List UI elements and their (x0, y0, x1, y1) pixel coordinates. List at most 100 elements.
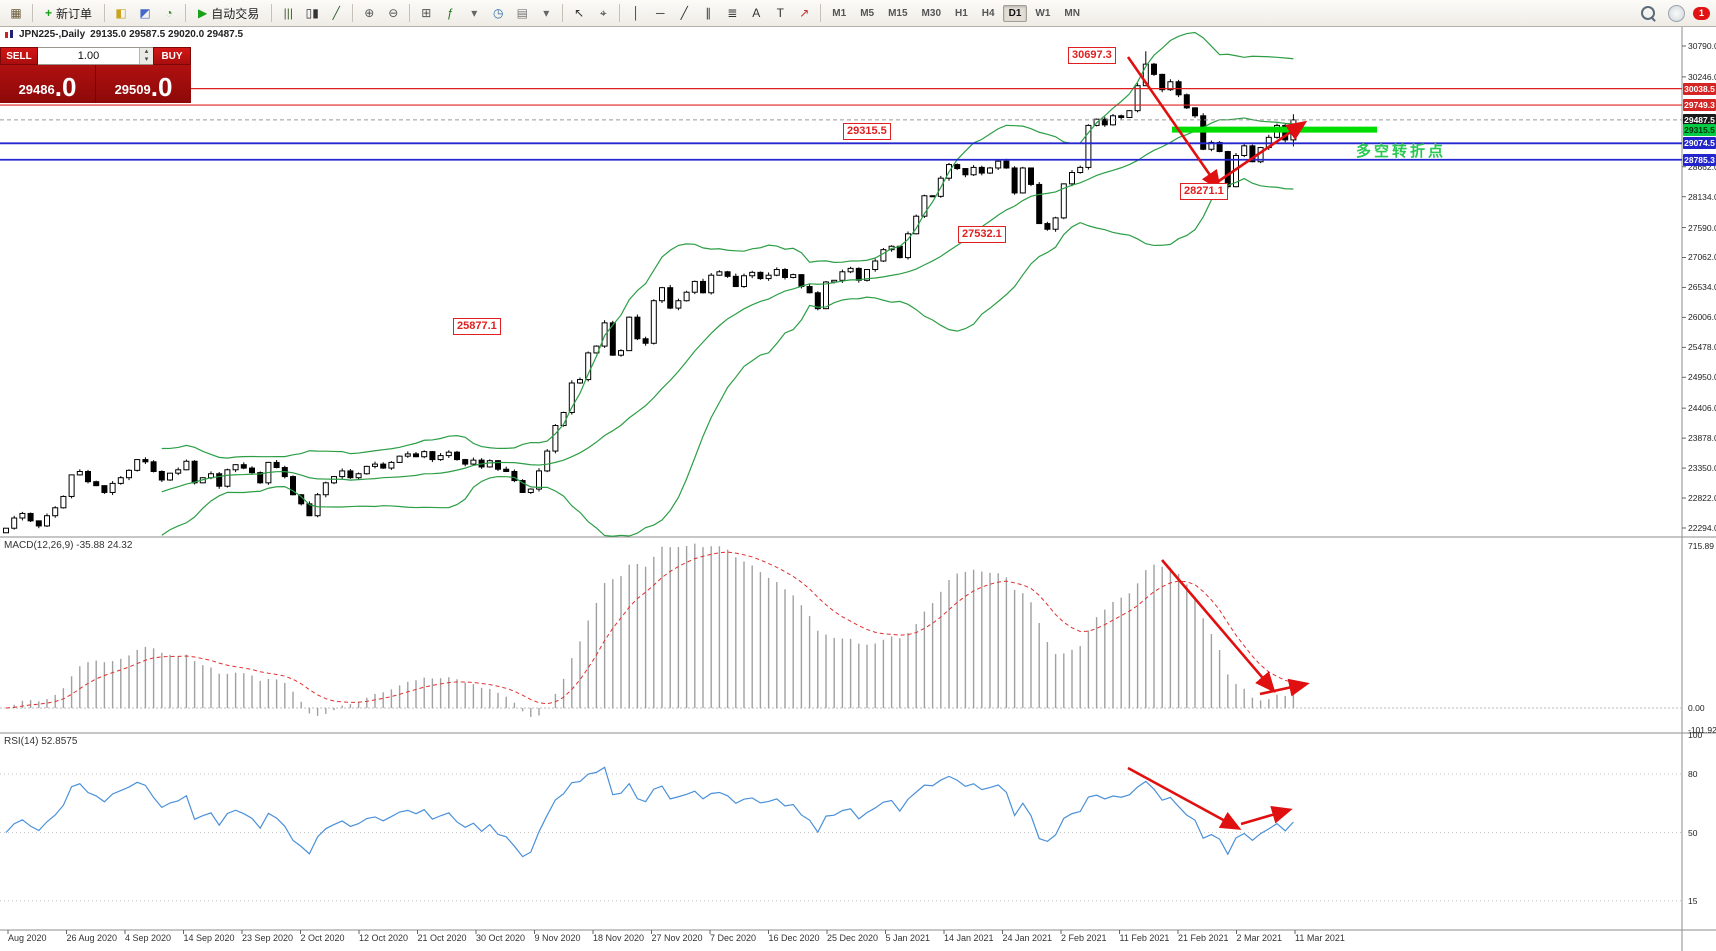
channel-icon[interactable]: ∥ (705, 6, 712, 20)
arrows-icon[interactable]: ↗ (799, 6, 810, 20)
chart-canvas[interactable] (0, 27, 1716, 951)
date-axis-label: 5 Jan 2021 (885, 933, 931, 943)
macd-axis-label: -101.92 (1688, 725, 1716, 735)
timeframe-m30[interactable]: M30 (921, 7, 941, 19)
price-axis-label: 28134.0 (1688, 191, 1716, 202)
date-axis-label: 25 Dec 2020 (827, 933, 879, 943)
timeframe-m1[interactable]: M1 (832, 7, 847, 19)
trendline-icon[interactable]: ╱ (680, 6, 688, 20)
new-order-button[interactable]: + 新订单 (38, 3, 99, 24)
macd-axis-label: 0.00 (1688, 703, 1705, 713)
date-axis-label: 24 Jan 2021 (1002, 933, 1053, 943)
price-divider (95, 65, 96, 103)
timeframe-m15[interactable]: M15 (888, 7, 908, 19)
price-marker-29074.5: 29074.5 (1683, 137, 1716, 150)
timeframe-h1[interactable]: H1 (955, 7, 968, 19)
lot-stepper[interactable]: ▴ ▾ (139, 48, 153, 64)
autotrading-button[interactable]: ▶ 自动交易 (191, 3, 266, 24)
template-icon[interactable]: ▤ (516, 6, 528, 20)
lot-up-icon[interactable]: ▴ (140, 48, 153, 56)
date-axis-label: 27 Nov 2020 (651, 933, 703, 943)
rsi-axis-label: 15 (1688, 895, 1698, 906)
price-annotation-27532.1[interactable]: 27532.1 (958, 226, 1006, 243)
price-marker-30038.5: 30038.5 (1683, 82, 1716, 95)
search-icon[interactable] (1637, 2, 1659, 24)
search-glass-icon (1641, 6, 1655, 20)
symbol-name: JPN225-,Daily (19, 29, 86, 40)
candlestick-chart-icon[interactable]: ▯▮ (305, 6, 319, 20)
timeframe-mn[interactable]: MN (1064, 7, 1080, 19)
sell-button[interactable]: SELL (0, 47, 38, 65)
bull-bear-turning-point-note[interactable]: 多空转折点 (1356, 143, 1447, 160)
price-axis-label: 30790.0 (1688, 41, 1716, 51)
lot-value: 1.00 (77, 50, 100, 62)
price-annotation-25877.1[interactable]: 25877.1 (453, 318, 501, 335)
price-annotation-30697.3[interactable]: 30697.3 (1068, 47, 1116, 64)
date-axis-label: 9 Nov 2020 (534, 933, 581, 943)
price-axis-label: 23350.0 (1688, 463, 1716, 474)
date-axis-label: 21 Oct 2020 (417, 933, 467, 943)
buy-button[interactable]: BUY (153, 47, 191, 65)
template-caret-icon[interactable]: ▾ (543, 6, 550, 20)
lot-down-icon[interactable]: ▾ (140, 56, 153, 64)
date-axis-label: 16 Dec 2020 (768, 933, 820, 943)
ohlc-values: 29135.0 29587.5 29020.0 29487.5 (90, 29, 244, 40)
timeframe-m5[interactable]: M5 (860, 7, 875, 19)
refresh-icon[interactable]: ◔ (165, 6, 173, 20)
price-axis-label: 28662.0 (1688, 161, 1716, 172)
price-axis-label: 27062.0 (1688, 252, 1716, 263)
autotrading-button-icon: ▶ (198, 6, 208, 20)
timeframe-d1[interactable]: D1 (1002, 4, 1028, 22)
symbol-candle-icon (5, 29, 13, 38)
text-label-icon[interactable]: T (776, 6, 784, 20)
timeframe-h4[interactable]: H4 (981, 7, 995, 19)
sell-price[interactable]: 29486.0 (18, 72, 77, 102)
buy-price[interactable]: 29509.0 (114, 72, 173, 102)
indicators-icon[interactable]: ƒ (446, 6, 454, 20)
price-marker-29315.5: 29315.5 (1683, 123, 1716, 136)
date-axis-label: 14 Sep 2020 (183, 933, 235, 943)
date-axis-label: 11 Feb 2021 (1119, 933, 1170, 943)
lot-size-input[interactable]: 1.00 ▴ ▾ (38, 47, 153, 65)
toolbar-icon-group: ▦ + 新订单 ◧ ◩ ◔ ▶ 自动交易 ||| ▯▮ ╱ ⊕ ⊖ ⊞ ƒ ▾ ◷ ▤ ▾ ↖ ⌖ │ ─ ╱ ∥ ≣ A T ↗ (4, 2, 825, 24)
date-axis-label: Aug 2020 (8, 933, 47, 943)
date-axis-label: 12 Oct 2020 (359, 933, 409, 943)
line-chart-icon[interactable]: ╱ (332, 6, 340, 20)
cursor-icon[interactable]: ↖ (574, 6, 585, 20)
metaeditor-icon[interactable]: ◧ (115, 6, 127, 20)
tile-windows-icon[interactable]: ⊞ (421, 6, 432, 20)
rsi-axis-label: 50 (1688, 827, 1698, 838)
chart-title: JPN225-,Daily 29135.0 29587.5 29020.0 29… (4, 29, 243, 40)
price-axis-label: 23878.0 (1688, 433, 1716, 444)
horizontal-line-icon[interactable]: ─ (656, 6, 665, 20)
zoom-out-icon[interactable]: ⊖ (388, 6, 399, 20)
experts-icon[interactable]: ◩ (139, 6, 151, 20)
fibonacci-icon[interactable]: ≣ (727, 6, 738, 20)
price-axis-label: 30246.0 (1688, 71, 1716, 82)
price-annotation-28271.1[interactable]: 28271.1 (1180, 183, 1228, 200)
price-axis-label: 24950.0 (1688, 372, 1716, 383)
crosshair-icon[interactable]: ⌖ (599, 5, 607, 20)
toolbar-separator (352, 4, 354, 22)
timeframe-w1[interactable]: W1 (1035, 7, 1051, 19)
autotrading-button-label: 自动交易 (211, 6, 260, 21)
chart-window-icon[interactable]: ▦ (10, 6, 22, 20)
toolbar-separator (271, 4, 273, 22)
date-axis-label: 4 Sep 2020 (125, 933, 172, 943)
text-icon[interactable]: A (752, 6, 761, 20)
period-icon[interactable]: ◷ (493, 6, 504, 20)
bar-chart-icon[interactable]: ||| (283, 6, 293, 20)
date-axis-label: 21 Feb 2021 (1178, 933, 1229, 943)
indicators-caret-icon[interactable]: ▾ (471, 6, 478, 20)
price-axis-label: 22294.0 (1688, 522, 1716, 533)
price-axis-label: 26006.0 (1688, 312, 1716, 323)
zoom-in-icon[interactable]: ⊕ (364, 6, 375, 20)
price-marker-29749.3: 29749.3 (1683, 99, 1716, 112)
toolbar-separator (562, 4, 564, 22)
vertical-line-icon[interactable]: │ (632, 6, 641, 20)
toolbar: ▦ + 新订单 ◧ ◩ ◔ ▶ 自动交易 ||| ▯▮ ╱ ⊕ ⊖ ⊞ ƒ ▾ ◷ ▤ ▾ ↖ ⌖ │ ─ ╱ ∥ ≣ A T ↗ M1… (0, 0, 1716, 27)
toolbar-separator (820, 4, 822, 22)
date-axis-label: 2 Feb 2021 (1061, 933, 1107, 943)
price-annotation-29315.5[interactable]: 29315.5 (843, 123, 891, 140)
notifications-icon[interactable] (1668, 4, 1685, 22)
